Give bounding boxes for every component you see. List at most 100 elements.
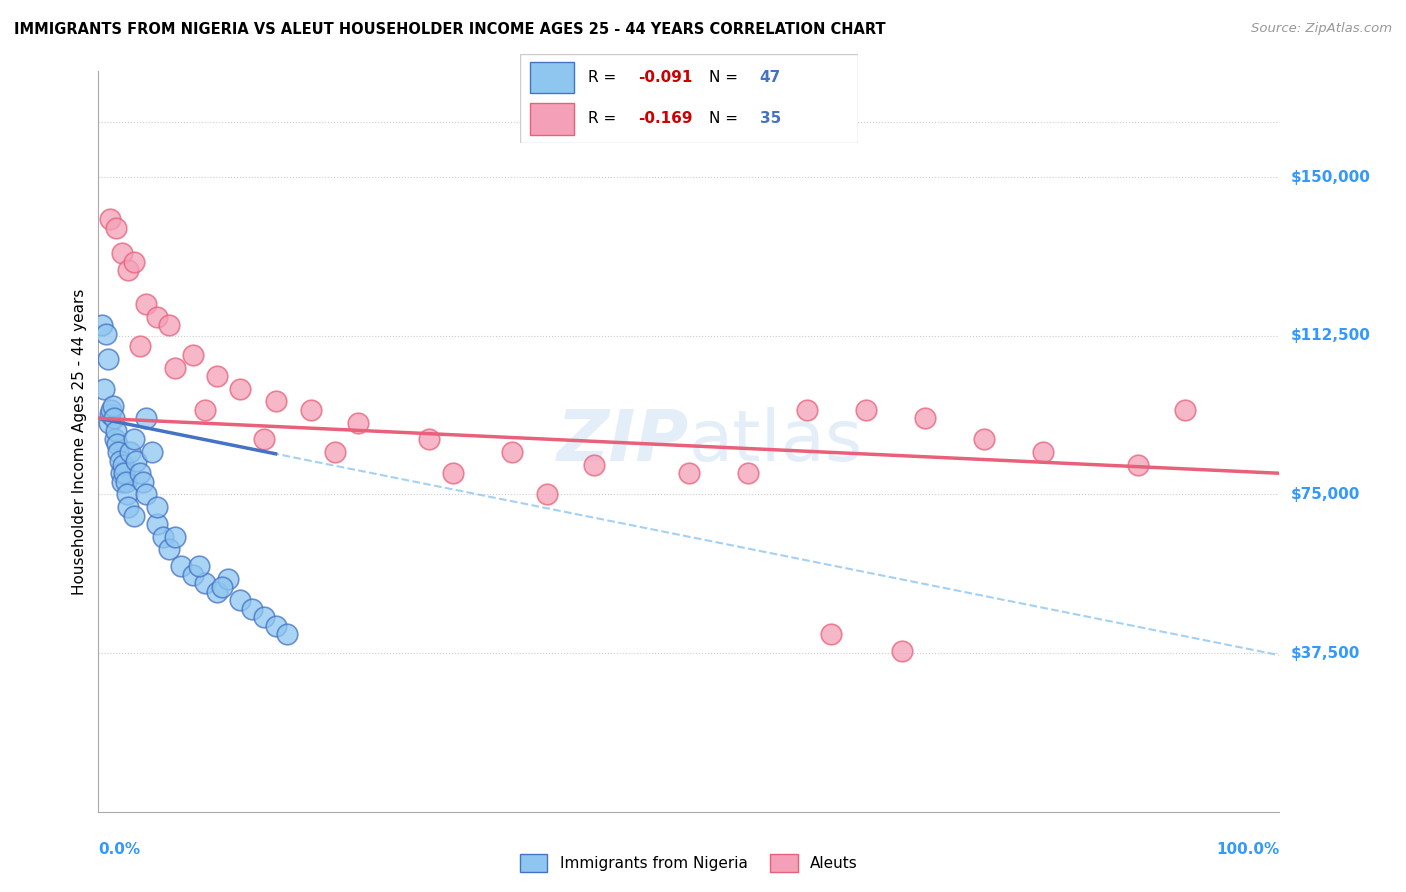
- Point: [737, 467, 759, 481]
- Point: [152, 530, 174, 544]
- Text: atlas: atlas: [689, 407, 863, 476]
- Point: [796, 402, 818, 417]
- Point: [536, 487, 558, 501]
- Text: $112,500: $112,500: [1291, 328, 1371, 343]
- Point: [187, 559, 209, 574]
- Point: [105, 424, 128, 438]
- Point: [100, 402, 122, 417]
- Point: [128, 467, 150, 481]
- Point: [112, 467, 135, 481]
- Point: [135, 487, 157, 501]
- Point: [264, 394, 287, 409]
- Text: IMMIGRANTS FROM NIGERIA VS ALEUT HOUSEHOLDER INCOME AGES 25 - 44 YEARS CORRELATI: IMMIGRANTS FROM NIGERIA VS ALEUT HOUSEHO…: [14, 22, 886, 37]
- Text: 0.0%: 0.0%: [98, 842, 141, 857]
- Point: [181, 567, 204, 582]
- Text: 100.0%: 100.0%: [1216, 842, 1279, 857]
- Point: [240, 601, 263, 615]
- Point: [112, 458, 135, 472]
- Point: [157, 318, 180, 333]
- Point: [146, 500, 169, 515]
- Point: [103, 411, 125, 425]
- FancyBboxPatch shape: [530, 103, 574, 135]
- Point: [276, 627, 298, 641]
- Point: [104, 433, 127, 447]
- Point: [194, 576, 217, 591]
- Point: [205, 368, 228, 383]
- Point: [146, 310, 169, 324]
- Point: [1174, 402, 1197, 417]
- Text: N =: N =: [709, 112, 742, 126]
- Point: [441, 467, 464, 481]
- Point: [111, 475, 134, 489]
- Point: [229, 593, 252, 607]
- Point: [91, 318, 114, 333]
- Point: [115, 487, 138, 501]
- Point: [973, 433, 995, 447]
- Point: [1032, 445, 1054, 459]
- Point: [323, 445, 346, 459]
- Point: [157, 542, 180, 557]
- Point: [217, 572, 239, 586]
- Point: [418, 433, 440, 447]
- FancyBboxPatch shape: [520, 54, 858, 143]
- Point: [98, 407, 121, 421]
- Point: [165, 360, 187, 375]
- Text: -0.169: -0.169: [638, 112, 693, 126]
- Point: [194, 402, 217, 417]
- Point: [97, 352, 120, 367]
- Point: [107, 445, 129, 459]
- Point: [820, 627, 842, 641]
- Text: -0.091: -0.091: [638, 70, 693, 85]
- Point: [205, 584, 228, 599]
- Point: [1126, 458, 1149, 472]
- Point: [93, 382, 115, 396]
- Point: [583, 458, 606, 472]
- Point: [122, 433, 145, 447]
- Text: N =: N =: [709, 70, 742, 85]
- Text: Source: ZipAtlas.com: Source: ZipAtlas.com: [1251, 22, 1392, 36]
- Point: [98, 416, 121, 430]
- Point: [132, 475, 155, 489]
- Point: [141, 445, 163, 459]
- Point: [264, 618, 287, 632]
- Point: [890, 644, 912, 658]
- Point: [678, 467, 700, 481]
- Point: [120, 445, 142, 459]
- Point: [347, 416, 370, 430]
- Point: [94, 326, 117, 341]
- Point: [855, 402, 877, 417]
- Point: [117, 500, 139, 515]
- Point: [105, 436, 128, 450]
- Point: [108, 453, 131, 467]
- Point: [135, 297, 157, 311]
- Point: [253, 433, 276, 447]
- Point: [229, 382, 252, 396]
- Point: [170, 559, 193, 574]
- FancyBboxPatch shape: [530, 62, 574, 93]
- Point: [914, 411, 936, 425]
- Text: ZIP: ZIP: [557, 407, 689, 476]
- Text: $75,000: $75,000: [1291, 487, 1360, 502]
- Text: R =: R =: [588, 112, 621, 126]
- Point: [181, 348, 204, 362]
- Point: [253, 610, 276, 624]
- Point: [211, 581, 233, 595]
- Point: [105, 220, 128, 235]
- Y-axis label: Householder Income Ages 25 - 44 years: Householder Income Ages 25 - 44 years: [72, 288, 87, 595]
- Point: [98, 212, 121, 227]
- Point: [146, 516, 169, 531]
- Point: [117, 263, 139, 277]
- Point: [128, 339, 150, 353]
- Point: [122, 254, 145, 268]
- Point: [122, 508, 145, 523]
- Point: [299, 402, 322, 417]
- Point: [135, 411, 157, 425]
- Point: [111, 246, 134, 260]
- Point: [165, 530, 187, 544]
- Point: [110, 467, 132, 481]
- Text: $150,000: $150,000: [1291, 169, 1371, 185]
- Legend: Immigrants from Nigeria, Aleuts: Immigrants from Nigeria, Aleuts: [513, 848, 865, 878]
- Point: [114, 475, 136, 489]
- Text: $37,500: $37,500: [1291, 646, 1360, 661]
- Point: [125, 453, 148, 467]
